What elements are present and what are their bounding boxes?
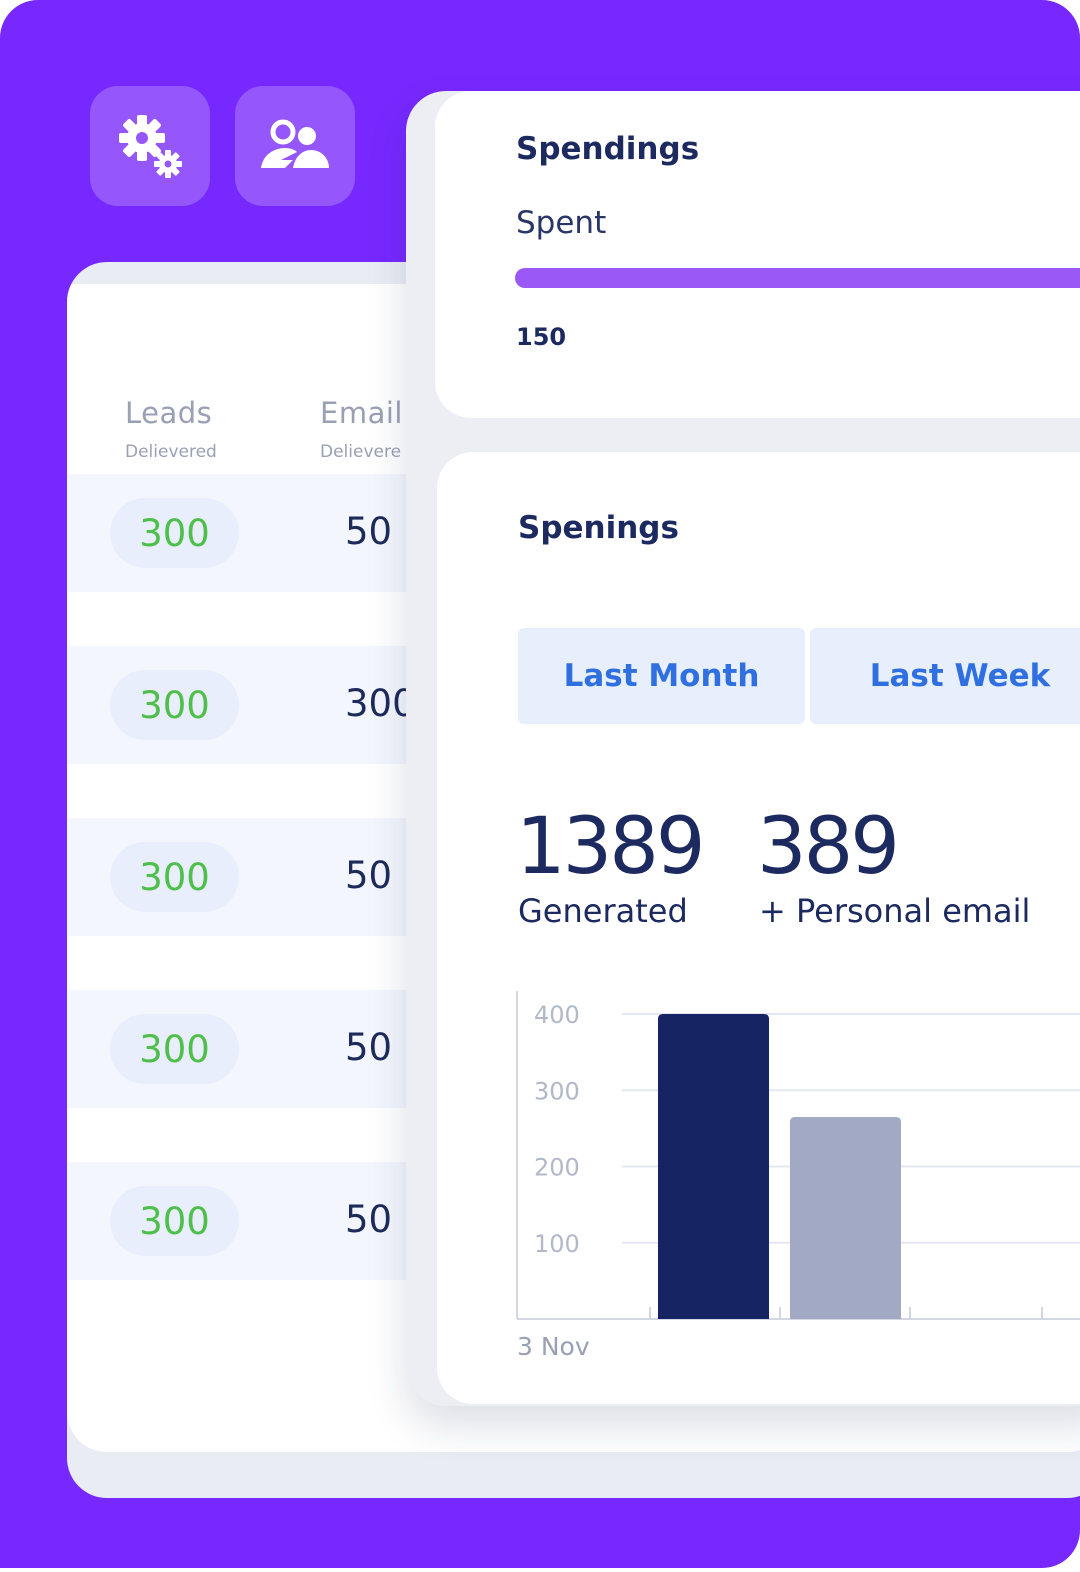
spent-progress-bar <box>515 268 1080 288</box>
email-value: 50 <box>345 510 393 553</box>
bar-series-2 <box>790 1116 901 1319</box>
column-title: Leads <box>125 396 213 430</box>
y-tick-label: 100 <box>534 1230 580 1258</box>
leads-value-badge: 300 <box>110 498 239 568</box>
bar-series-1 <box>658 1014 769 1319</box>
spenings-card: Spenings Last Month Last Week 1389 389 G… <box>437 452 1080 1404</box>
leads-value-badge: 300 <box>110 1014 239 1084</box>
column-title: Email <box>320 396 403 430</box>
column-header-email: Email Delievere <box>320 396 403 462</box>
card-title: Spendings <box>516 131 700 167</box>
leads-value-badge: 300 <box>110 670 239 740</box>
email-value: 50 <box>345 1026 393 1069</box>
card-title: Spenings <box>518 510 679 546</box>
generated-count: 1389 <box>516 802 706 892</box>
settings-button[interactable] <box>90 86 210 206</box>
tab-last-week[interactable]: Last Week <box>810 628 1080 724</box>
personal-email-count: 389 <box>757 802 900 892</box>
generated-label: Generated <box>518 892 688 930</box>
users-button[interactable] <box>235 86 355 206</box>
column-header-leads: Leads Delievered <box>125 396 217 462</box>
gears-icon <box>119 115 182 178</box>
column-subtitle: Delievered <box>125 442 217 462</box>
y-tick-label: 200 <box>534 1154 580 1182</box>
spendings-bar-chart: 100 200 300 400 3 Nov <box>516 991 1080 1361</box>
spent-value: 150 <box>516 323 567 351</box>
y-tick-label: 300 <box>534 1077 580 1105</box>
y-tick-label: 400 <box>534 1001 580 1029</box>
email-value: 50 <box>345 1198 393 1241</box>
tab-last-month[interactable]: Last Month <box>518 628 805 724</box>
email-value: 300 <box>345 682 416 725</box>
personal-email-label: + Personal email <box>759 892 1031 930</box>
leads-value-badge: 300 <box>110 842 239 912</box>
x-category-label: 3 Nov <box>517 1332 590 1361</box>
spent-label: Spent <box>516 205 607 241</box>
leads-value-badge: 300 <box>110 1186 239 1256</box>
email-value: 50 <box>345 854 393 897</box>
spendings-card: Spendings Spent 150 <box>435 91 1080 418</box>
users-icon <box>261 119 329 168</box>
column-subtitle: Delievere <box>320 442 402 462</box>
